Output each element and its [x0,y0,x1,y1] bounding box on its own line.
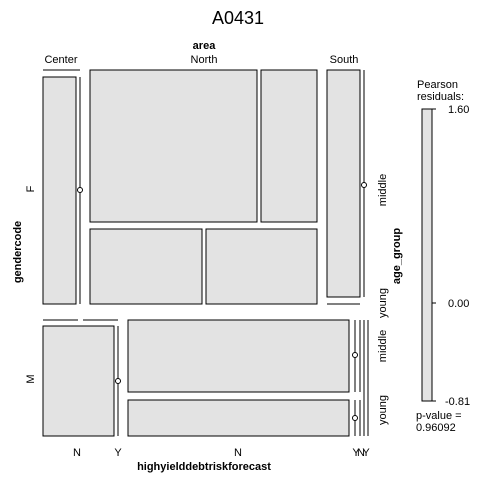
tile-north-f-young-n [89,228,203,305]
risk-level-n-south: N [357,447,365,459]
legend-min-label: -0.81 [445,396,470,408]
zero-marker-north-m-young-y [352,415,358,421]
tile-north-m-middle-n [127,319,350,393]
age-group-var-label: age_group [391,228,403,285]
age-level-middle-f: middle [377,174,389,206]
risk-level-y-south: Y [362,447,370,459]
risk-level-n-center: N [73,447,81,459]
risk-var-label: highyielddebtriskforecast [137,461,271,473]
age-level-middle-m: middle [377,330,389,362]
tile-north-f-middle-n [89,69,258,223]
legend-title-line2: residuals: [417,91,464,103]
tile-north-m-young-n [127,399,350,437]
mosaic-tiles [42,69,361,437]
zero-marker-south-f-y [361,182,367,188]
legend-title-line1: Pearson [417,79,458,91]
zero-marker-center-f-y [77,187,83,193]
gender-level-f: F [25,185,37,192]
age-level-young-f: young [377,288,389,318]
legend-color-bar [421,108,433,402]
tile-north-f-young-y [205,228,318,305]
legend-max-label: 1.60 [448,104,469,116]
tile-center-f-n [42,76,77,305]
pvalue-line1: p-value = [416,410,462,422]
area-level-north: North [191,54,218,66]
age-level-young-m: young [377,395,389,425]
tile-center-m-n [42,325,115,437]
risk-level-y-center: Y [114,447,122,459]
pvalue-line2: 0.96092 [416,422,456,434]
gendercode-var-label: gendercode [12,221,24,283]
tile-north-f-middle-y [260,69,318,223]
legend-ticks [432,108,436,402]
area-var-label: area [193,40,217,52]
zero-cell-circles [77,182,367,421]
area-level-south: South [330,54,359,66]
legend-zero-label: 0.00 [448,298,469,310]
gender-level-m: M [25,374,37,383]
risk-level-y-north: Y [352,447,360,459]
tile-south-f-n [326,69,361,298]
risk-level-n-north: N [234,447,242,459]
zero-marker-center-m-y [115,378,121,384]
zero-marker-north-m-middle-y [352,352,358,358]
area-level-center: Center [44,54,77,66]
chart-title: A0431 [212,8,264,28]
